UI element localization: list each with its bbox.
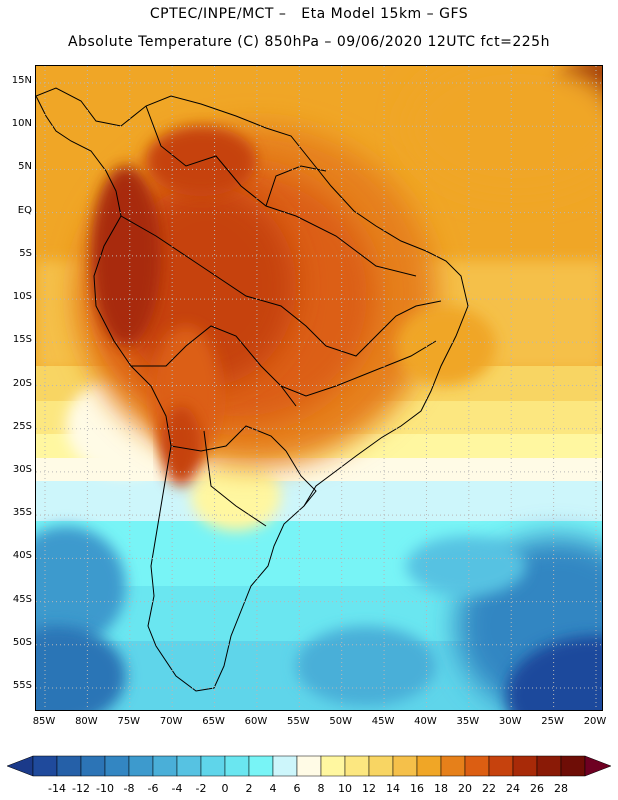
latitude-label: 5S bbox=[19, 247, 32, 259]
colorbar-swatch bbox=[224, 755, 250, 777]
longitude-label: 85W bbox=[32, 716, 56, 727]
latitude-label: 25S bbox=[12, 420, 32, 432]
colorbar-swatch bbox=[80, 755, 106, 777]
title-line-1: CPTEC/INPE/MCT – Eta Model 15km – GFS bbox=[149, 6, 469, 22]
latitude-label: 55S bbox=[12, 680, 32, 691]
title-line-2: Absolute Temperature (C) 850hPa – 09/06/… bbox=[68, 34, 550, 50]
colorbar-over-arrow bbox=[584, 755, 612, 777]
latitude-label: 20S bbox=[12, 377, 32, 389]
latitude-label: 15N bbox=[11, 75, 32, 86]
colorbar-swatch bbox=[152, 755, 178, 777]
colorbar-label: 14 bbox=[386, 782, 400, 795]
colorbar-label: -8 bbox=[123, 782, 135, 795]
colorbar-label: 0 bbox=[221, 782, 229, 795]
latitude-label: 45S bbox=[12, 593, 32, 605]
colorbar-swatch bbox=[320, 755, 346, 777]
colorbar-under-arrow bbox=[6, 755, 34, 777]
colorbar-swatch bbox=[200, 755, 226, 777]
colorbar-swatch bbox=[368, 755, 394, 777]
colorbar-swatch bbox=[56, 755, 82, 777]
longitude-label: 70W bbox=[159, 716, 183, 727]
longitude-label: 55W bbox=[286, 716, 310, 727]
colorbar-label: 6 bbox=[293, 782, 301, 795]
colorbar-label: 12 bbox=[362, 782, 376, 795]
colorbar-swatch bbox=[560, 755, 586, 777]
longitude-label: 75W bbox=[117, 716, 141, 727]
longitude-label: 80W bbox=[75, 716, 98, 727]
map-panel bbox=[35, 65, 603, 711]
colorbar bbox=[6, 755, 612, 777]
colorbar-label: -10 bbox=[96, 782, 114, 795]
colorbar-swatch bbox=[344, 755, 370, 777]
latitude-label: 35S bbox=[12, 507, 32, 519]
colorbar-swatch bbox=[32, 755, 58, 777]
colorbar-label: -14 bbox=[48, 782, 66, 795]
longitude-label: 25W bbox=[541, 716, 564, 727]
colorbar-label: -2 bbox=[195, 782, 207, 795]
colorbar-swatch bbox=[176, 755, 202, 777]
colorbar-swatch bbox=[296, 755, 322, 777]
colorbar-label: 4 bbox=[269, 782, 277, 795]
colorbar-label: 28 bbox=[554, 782, 568, 795]
colorbar-label: 18 bbox=[434, 782, 448, 795]
colorbar-label: 22 bbox=[482, 782, 496, 795]
colorbar-label: -6 bbox=[147, 782, 159, 795]
longitude-label: 45W bbox=[371, 716, 395, 727]
colorbar-swatch bbox=[464, 755, 490, 777]
colorbar-swatch bbox=[272, 755, 298, 777]
colorbar-swatch bbox=[392, 755, 418, 777]
longitude-label: 20W bbox=[583, 716, 607, 727]
temperature-field-map bbox=[36, 66, 602, 710]
colorbar-label: -12 bbox=[72, 782, 90, 795]
latitude-label: 10S bbox=[12, 291, 32, 303]
colorbar-swatch bbox=[440, 755, 466, 777]
coastline-outline bbox=[36, 87, 469, 692]
longitude-label: 35W bbox=[456, 716, 480, 727]
latitude-label: 30S bbox=[12, 463, 32, 475]
latitude-label: 40S bbox=[12, 550, 32, 562]
latitude-label: 5N bbox=[18, 161, 32, 173]
colorbar-label: 10 bbox=[338, 782, 352, 795]
colorbar-swatch bbox=[104, 755, 130, 777]
colorbar-label: 16 bbox=[410, 782, 424, 795]
colorbar-label: -4 bbox=[171, 782, 183, 795]
colorbar-swatch bbox=[488, 755, 514, 777]
colorbar-swatch bbox=[248, 755, 274, 777]
longitude-label: 65W bbox=[202, 716, 225, 727]
longitude-label: 40W bbox=[414, 716, 437, 727]
longitude-label: 30W bbox=[498, 716, 522, 727]
latitude-label: 10N bbox=[11, 118, 32, 130]
temperature-shading bbox=[36, 66, 602, 710]
colorbar-label: 24 bbox=[506, 782, 520, 795]
graticule bbox=[36, 66, 602, 710]
latitude-label: EQ bbox=[17, 204, 32, 216]
colorbar-label: 2 bbox=[245, 782, 253, 795]
latitude-label: 15S bbox=[12, 334, 32, 346]
colorbar-swatch bbox=[512, 755, 538, 777]
colorbar-label: 20 bbox=[458, 782, 472, 795]
colorbar-swatch bbox=[416, 755, 442, 777]
longitude-label: 60W bbox=[244, 716, 268, 727]
colorbar-label: 26 bbox=[530, 782, 544, 795]
colorbar-swatch bbox=[128, 755, 154, 777]
colorbar-label: 8 bbox=[317, 782, 325, 795]
colorbar-swatch bbox=[536, 755, 562, 777]
longitude-label: 50W bbox=[329, 716, 352, 727]
latitude-label: 50S bbox=[12, 636, 32, 648]
